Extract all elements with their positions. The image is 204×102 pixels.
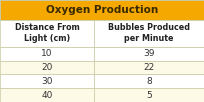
Bar — [0, 20, 94, 47]
Bar — [0, 47, 94, 61]
Bar — [0, 74, 94, 88]
Text: 20: 20 — [41, 63, 53, 72]
Text: 39: 39 — [143, 49, 155, 58]
Text: 30: 30 — [41, 77, 53, 86]
Text: Oxygen Production: Oxygen Production — [46, 5, 158, 15]
Bar — [94, 88, 204, 102]
Bar — [94, 47, 204, 61]
Text: 5: 5 — [146, 91, 152, 100]
Bar — [0, 0, 204, 20]
Bar — [94, 20, 204, 47]
Bar — [94, 61, 204, 74]
Text: 22: 22 — [143, 63, 155, 72]
Text: Bubbles Produced
per Minute: Bubbles Produced per Minute — [108, 23, 190, 43]
Text: 40: 40 — [41, 91, 53, 100]
Text: 8: 8 — [146, 77, 152, 86]
Text: Distance From
Light (cm): Distance From Light (cm) — [14, 23, 79, 43]
Bar — [0, 88, 94, 102]
Text: 10: 10 — [41, 49, 53, 58]
Bar — [0, 61, 94, 74]
Bar — [94, 74, 204, 88]
